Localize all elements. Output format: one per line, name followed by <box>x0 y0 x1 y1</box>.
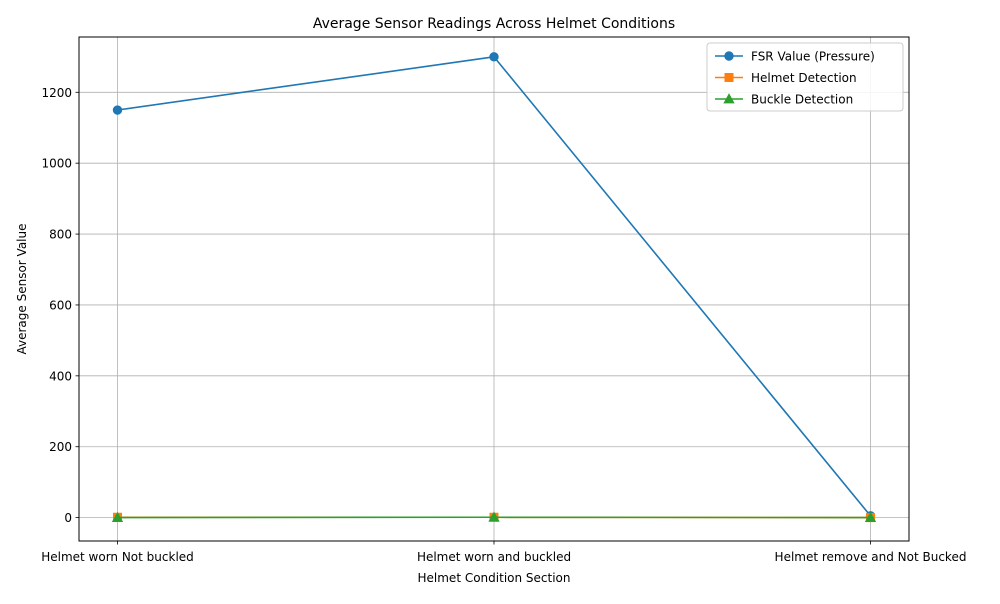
y-tick-label: 1000 <box>41 157 72 171</box>
data-point <box>490 53 498 61</box>
x-tick-label: Helmet worn Not buckled <box>41 550 194 564</box>
legend-marker <box>725 52 733 60</box>
y-axis-label: Average Sensor Value <box>15 224 29 355</box>
x-tick-label: Helmet worn and buckled <box>417 550 571 564</box>
y-tick-label: 600 <box>49 298 72 312</box>
x-tick-label: Helmet remove and Not Bucked <box>775 550 967 564</box>
x-axis-label: Helmet Condition Section <box>418 571 571 585</box>
y-tick-label: 0 <box>64 511 72 525</box>
y-tick-label: 400 <box>49 369 72 383</box>
data-point <box>113 106 121 114</box>
legend-entry-label: Buckle Detection <box>751 93 853 107</box>
y-tick-label: 200 <box>49 440 72 454</box>
chart-title: Average Sensor Readings Across Helmet Co… <box>313 16 675 32</box>
y-tick-label: 1200 <box>41 86 72 100</box>
legend-entry-label: Helmet Detection <box>751 71 857 85</box>
legend-entry-label: FSR Value (Pressure) <box>751 50 875 64</box>
y-tick-label: 800 <box>49 228 72 242</box>
legend-marker <box>725 74 733 82</box>
legend: FSR Value (Pressure) Helmet Detection Buck… <box>707 43 903 111</box>
